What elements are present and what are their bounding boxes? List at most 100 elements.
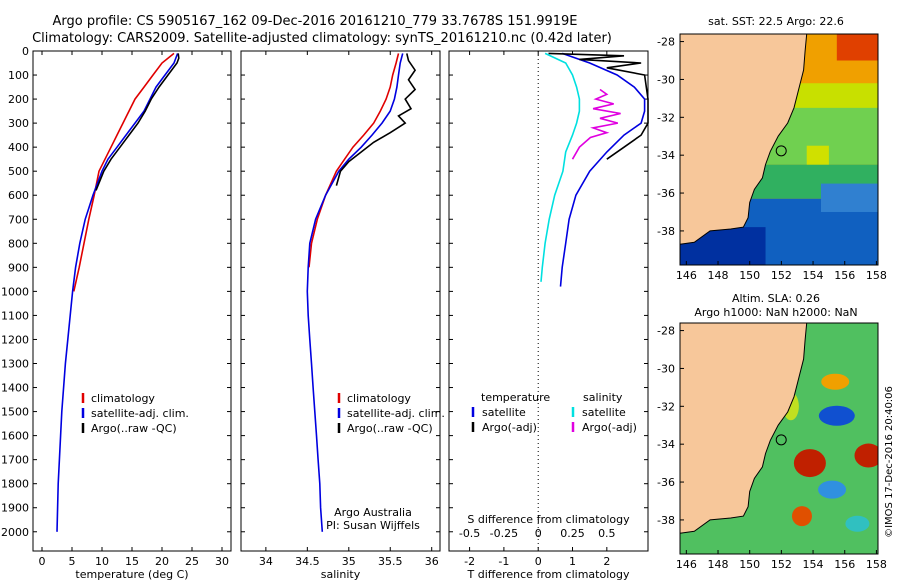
lat-tick-label: -34 <box>657 438 675 451</box>
salinity-profile-panel: 34 34.5 35 35.5 36 salinity climatology satelli… <box>240 50 445 580</box>
argo-position-marker <box>775 434 787 446</box>
legend-item: Argo(..raw -QC) <box>347 422 433 435</box>
y-tick-label: 400 <box>8 141 29 154</box>
x-tick-label: 30 <box>215 555 229 568</box>
s-tick-label: 0 <box>535 527 542 540</box>
x-tick-label: 0 <box>535 555 542 568</box>
lat-tick-label: -30 <box>657 73 675 86</box>
series-line <box>559 52 646 287</box>
x-tick-label: 35 <box>342 555 356 568</box>
y-tick-label: 1800 <box>1 478 29 491</box>
lon-tick-label: 146 <box>676 269 697 282</box>
y-tick-label: 700 <box>8 213 29 226</box>
sla-map-title: Altim. SLA: 0.26 <box>732 292 820 305</box>
lon-tick-label: 150 <box>739 558 760 571</box>
s-tick-label: -0.25 <box>490 527 518 540</box>
series-line <box>73 52 175 292</box>
series-line <box>548 52 649 160</box>
map-frame <box>679 33 879 266</box>
sla-map-subtitle: Argo h1000: NaN h2000: NaN <box>694 306 857 319</box>
coastline <box>679 322 808 534</box>
s-tick-label: 0.25 <box>560 527 585 540</box>
x-axis-label: T difference from climatology <box>467 568 630 580</box>
x-tick-label: 34 <box>259 555 273 568</box>
y-tick-label: 200 <box>8 93 29 106</box>
lon-tick-label: 150 <box>739 269 760 282</box>
lon-tick-label: 156 <box>834 269 855 282</box>
legend-item: satellite <box>482 406 526 419</box>
argo-position-marker <box>775 145 787 157</box>
lat-tick-label: -32 <box>657 111 675 124</box>
y-tick-label: 500 <box>8 165 29 178</box>
legend-item: climatology <box>347 392 411 405</box>
plot-frame <box>448 50 649 552</box>
series-line <box>571 88 621 160</box>
y-tick-label: 300 <box>8 117 29 130</box>
s-tick-label: 0.5 <box>598 527 616 540</box>
imos-credit: ©IMOS 17-Dec-2016 20:40:06 <box>884 386 895 538</box>
legend-item: climatology <box>91 392 155 405</box>
x-tick-label: 34.5 <box>295 555 320 568</box>
x-tick-label: 2 <box>603 555 610 568</box>
x-tick-label: 20 <box>155 555 169 568</box>
legend-item: satellite-adj. clim. <box>91 407 189 420</box>
series-line <box>56 53 179 532</box>
series-line <box>540 52 581 282</box>
lat-tick-label: -28 <box>657 325 675 338</box>
y-tick-label: 1900 <box>1 502 29 515</box>
lon-tick-label: 152 <box>771 558 792 571</box>
x-axis-label: salinity <box>321 568 361 580</box>
lat-tick-label: -28 <box>657 36 675 49</box>
x-tick-label: 35.5 <box>378 555 403 568</box>
series-line <box>306 53 404 532</box>
sst-map-title: sat. SST: 22.5 Argo: 22.6 <box>708 15 844 28</box>
y-tick-label: 1700 <box>1 454 29 467</box>
series-line <box>95 53 180 191</box>
lon-tick-label: 154 <box>803 558 824 571</box>
series-line <box>335 53 417 186</box>
lat-tick-label: -30 <box>657 362 675 375</box>
lon-tick-label: 152 <box>771 269 792 282</box>
y-tick-label: 1600 <box>1 430 29 443</box>
lon-tick-label: 146 <box>676 558 697 571</box>
legend-item: Argo(-adj) <box>482 421 537 434</box>
lat-tick-label: -38 <box>657 514 675 527</box>
footnote: PI: Susan Wijffels <box>326 519 420 532</box>
s-tick-label: -0.5 <box>459 527 480 540</box>
map-frame <box>679 322 879 555</box>
x-axis-label: temperature (deg C) <box>75 568 188 580</box>
x-tick-label: 36 <box>425 555 439 568</box>
lon-tick-label: 156 <box>834 558 855 571</box>
lat-tick-label: -36 <box>657 476 675 489</box>
series-line <box>308 53 400 268</box>
plot-frame <box>240 50 441 552</box>
y-tick-label: 1100 <box>1 309 29 322</box>
lon-tick-label: 148 <box>708 269 729 282</box>
figure-title-line1: Argo profile: CS 5905167_162 09-Dec-2016… <box>52 14 577 29</box>
s-diff-label: S difference from climatology <box>467 513 630 526</box>
legend-item: Argo(..raw -QC) <box>91 422 177 435</box>
y-tick-label: 0 <box>22 45 29 58</box>
y-tick-label: 1000 <box>1 285 29 298</box>
sst-map-panel: sat. SST: 22.5 Argo: 22.6 146 148 150 152 15… <box>657 15 887 282</box>
legend-item: Argo(-adj) <box>582 421 637 434</box>
y-tick-label: 1300 <box>1 358 29 371</box>
lat-tick-label: -38 <box>657 225 675 238</box>
x-tick-label: 15 <box>125 555 139 568</box>
lon-tick-label: 158 <box>866 269 887 282</box>
x-tick-label: -1 <box>498 555 509 568</box>
y-tick-label: 1200 <box>1 333 29 346</box>
x-tick-label: 25 <box>185 555 199 568</box>
figure-title-line2: Climatology: CARS2009. Satellite-adjuste… <box>32 31 612 46</box>
y-tick-label: 1400 <box>1 382 29 395</box>
difference-profile-panel: -2 -1 0 1 2T difference from climatology S di… <box>448 50 649 580</box>
coastline <box>679 33 808 245</box>
x-tick-label: -2 <box>464 555 475 568</box>
y-tick-label: 100 <box>8 69 29 82</box>
lon-tick-label: 158 <box>866 558 887 571</box>
x-tick-label: 5 <box>69 555 76 568</box>
x-tick-label: 10 <box>95 555 109 568</box>
lat-tick-label: -36 <box>657 187 675 200</box>
y-tick-label: 900 <box>8 261 29 274</box>
